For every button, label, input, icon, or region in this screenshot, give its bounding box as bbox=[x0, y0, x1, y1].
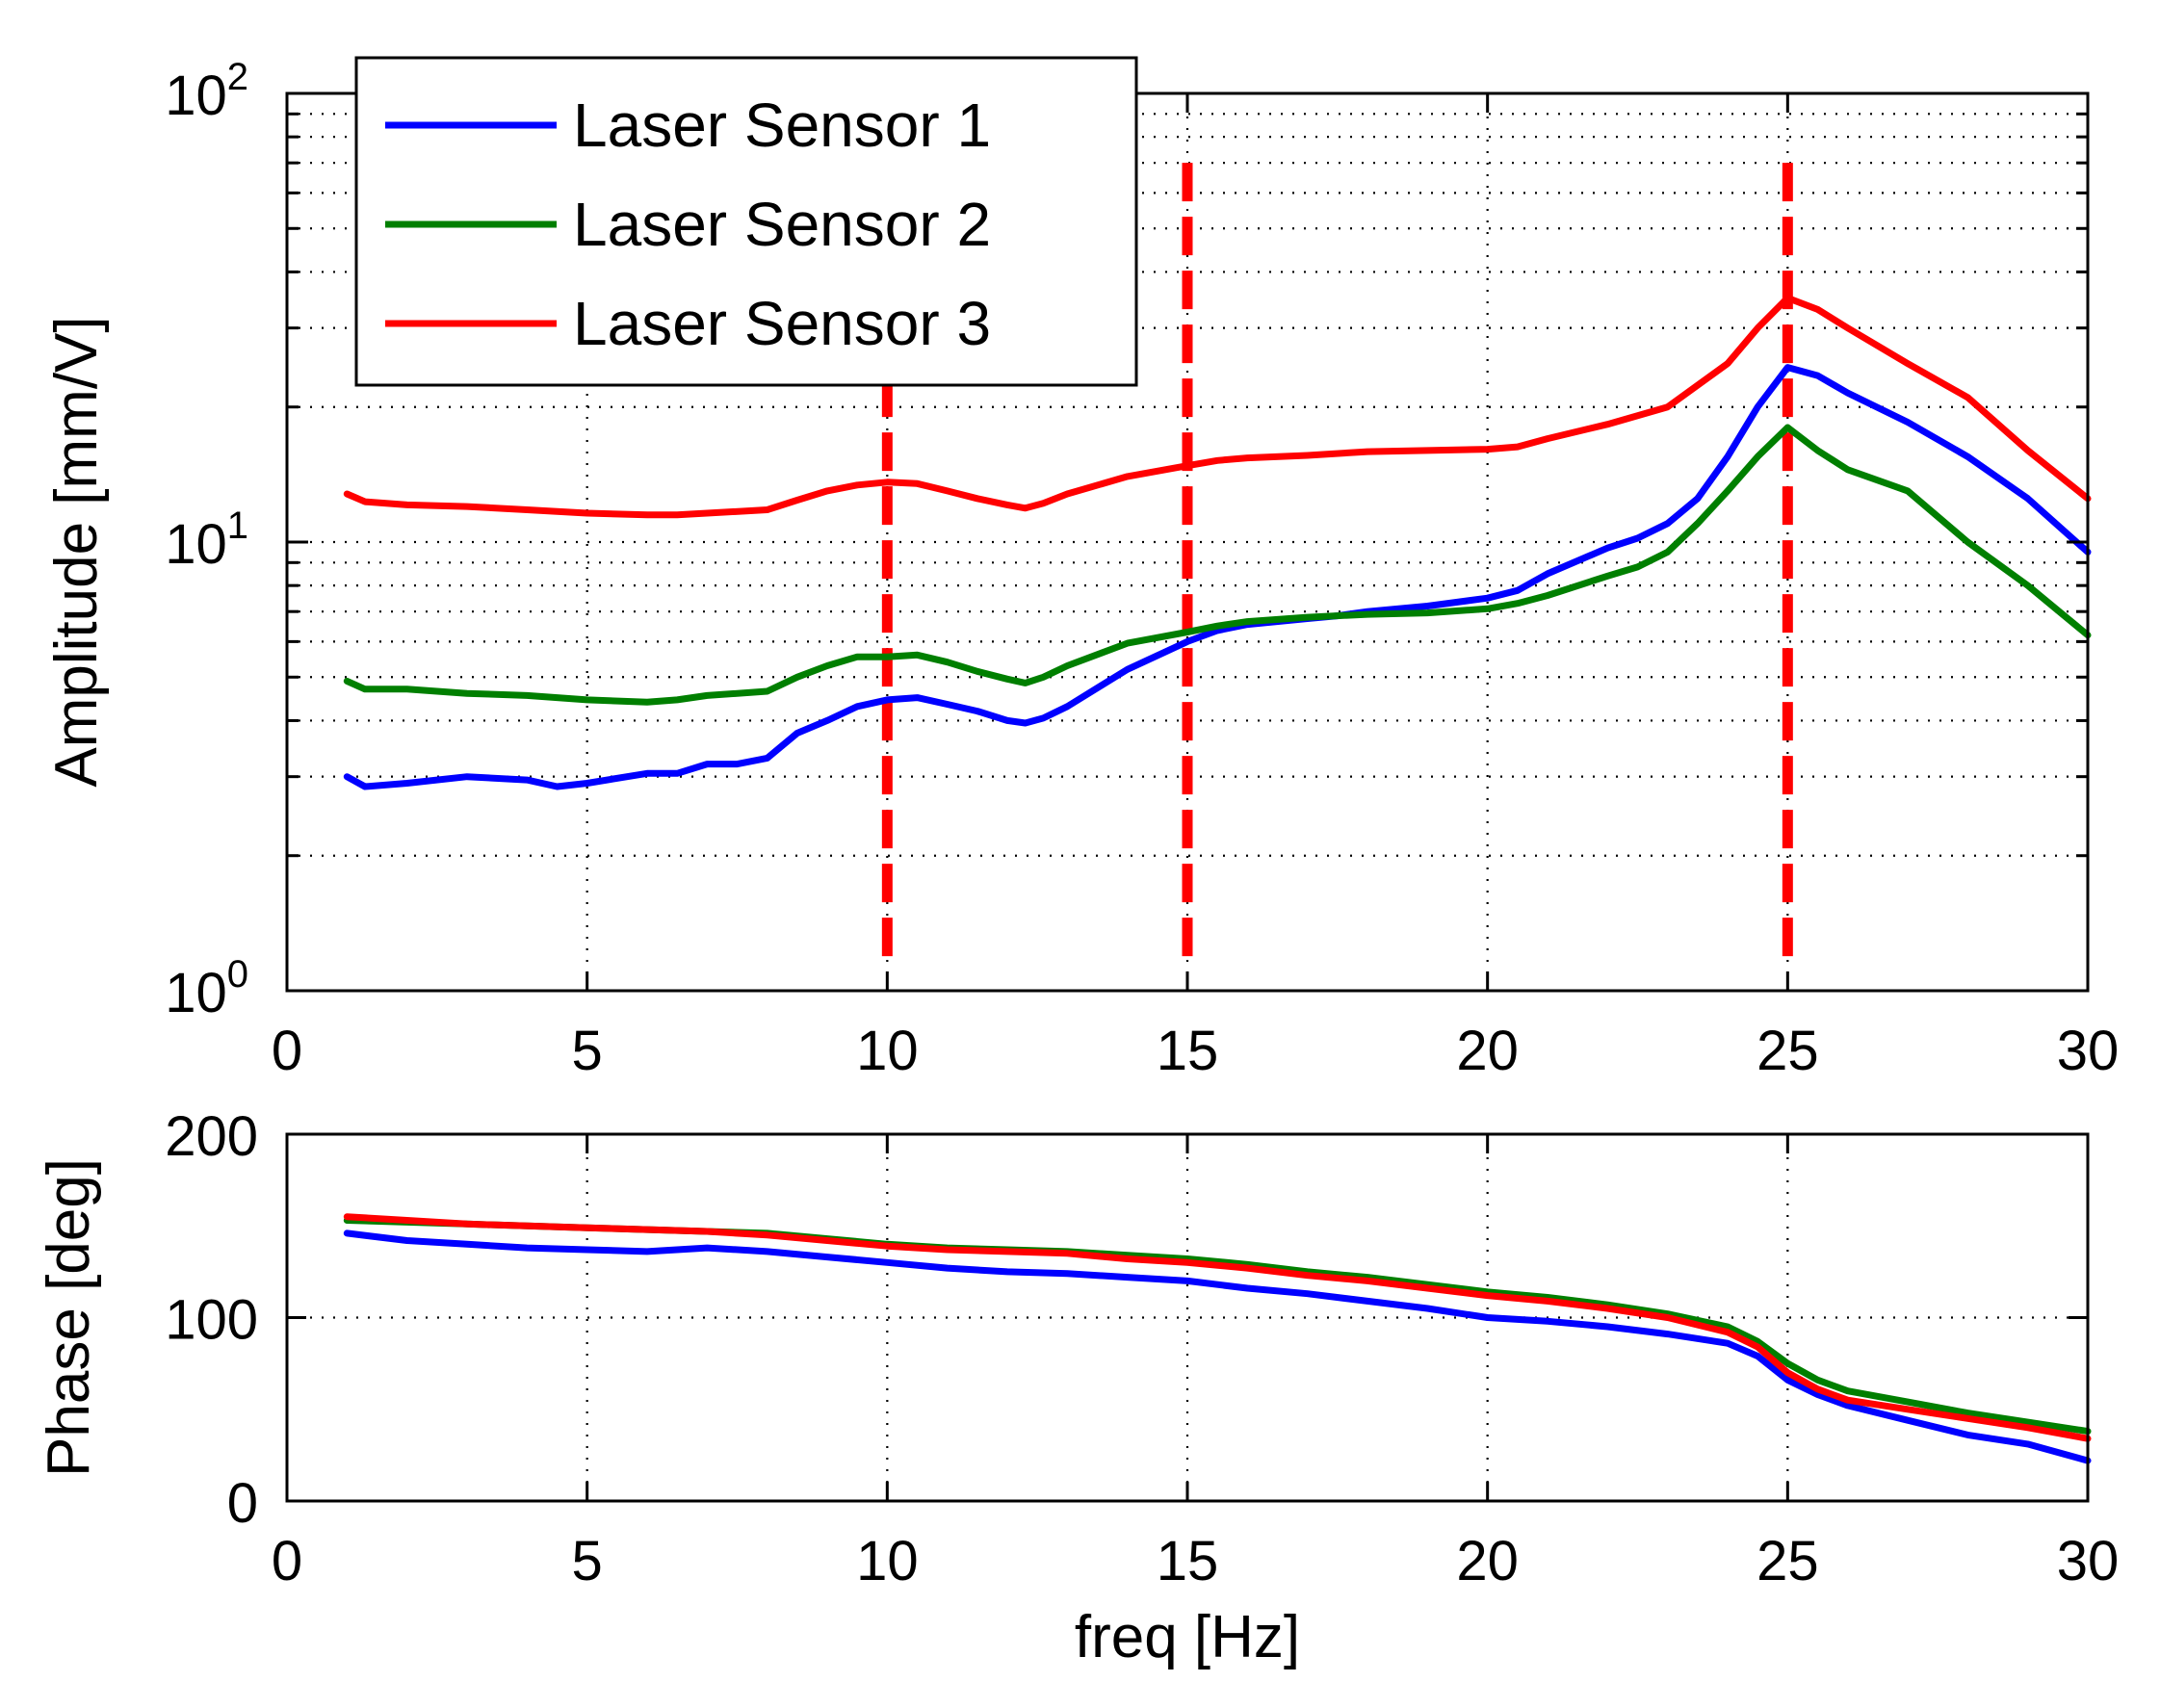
x-tick-label-25: 25 bbox=[1757, 1020, 1819, 1082]
y-tick-label-100: 102 bbox=[165, 56, 248, 127]
x-tick-label-15: 15 bbox=[1157, 1530, 1219, 1592]
y-tick-label-100: 100 bbox=[165, 1289, 258, 1352]
series-line-sensor-3 bbox=[343, 1213, 2092, 1442]
phase-series bbox=[343, 1213, 2092, 1464]
legend-label-sensor-2: Laser Sensor 2 bbox=[573, 190, 991, 259]
y-tick-label-10: 101 bbox=[165, 505, 248, 576]
legend-label-sensor-3: Laser Sensor 3 bbox=[573, 289, 991, 358]
series-line-sensor-1 bbox=[343, 364, 2092, 790]
phase-chart: 0 5 10 15 20 25 30 0 100 200 Phase [deg] freq [H… bbox=[36, 1105, 2119, 1670]
y-tick-label-1: 100 bbox=[165, 953, 248, 1024]
x-tick-label-0: 0 bbox=[272, 1530, 302, 1592]
y-tick-label-base: 10 bbox=[165, 962, 227, 1024]
x-tick-label-20: 20 bbox=[1456, 1020, 1519, 1082]
amplitude-series bbox=[343, 295, 2092, 790]
y-tick-label-exponent: 2 bbox=[227, 56, 248, 98]
phase-y-axis-label: Phase [deg] bbox=[36, 1158, 102, 1477]
y-tick-label-exponent: 0 bbox=[227, 953, 248, 996]
x-tick-label-15: 15 bbox=[1157, 1020, 1219, 1082]
y-tick-label-200: 200 bbox=[165, 1105, 258, 1168]
amplitude-y-axis-label: Amplitude [mm/V] bbox=[43, 316, 110, 787]
phase-ticks bbox=[285, 1132, 2090, 1503]
x-tick-label-10: 10 bbox=[856, 1530, 919, 1592]
legend-label-sensor-1: Laser Sensor 1 bbox=[573, 91, 991, 160]
legend: Laser Sensor 1 Laser Sensor 2 Laser Sensor… bbox=[354, 56, 1138, 387]
series-line-sensor-1 bbox=[343, 1229, 2092, 1464]
y-tick-label-0: 0 bbox=[227, 1472, 258, 1535]
series-line-sensor-2 bbox=[343, 424, 2092, 706]
phase-x-tick-labels: 0 5 10 15 20 25 30 bbox=[272, 1530, 2119, 1592]
phase-y-tick-labels: 0 100 200 bbox=[165, 1105, 258, 1535]
x-tick-label-20: 20 bbox=[1456, 1530, 1519, 1592]
y-tick-label-base: 10 bbox=[165, 513, 227, 576]
series-line-sensor-3 bbox=[343, 295, 2092, 519]
x-tick-label-10: 10 bbox=[856, 1020, 919, 1082]
amplitude-ticks bbox=[285, 93, 2090, 991]
x-tick-label-5: 5 bbox=[572, 1020, 603, 1082]
amplitude-x-tick-labels: 0 5 10 15 20 25 30 bbox=[272, 1020, 2119, 1082]
x-tick-label-0: 0 bbox=[272, 1020, 302, 1082]
y-tick-label-base: 10 bbox=[165, 65, 227, 127]
x-tick-label-5: 5 bbox=[572, 1530, 603, 1592]
y-tick-label-exponent: 1 bbox=[227, 505, 248, 547]
x-tick-label-30: 30 bbox=[2057, 1020, 2120, 1082]
x-tick-label-30: 30 bbox=[2057, 1530, 2120, 1592]
x-tick-label-25: 25 bbox=[1757, 1530, 1819, 1592]
phase-x-axis-label: freq [Hz] bbox=[1075, 1604, 1300, 1670]
